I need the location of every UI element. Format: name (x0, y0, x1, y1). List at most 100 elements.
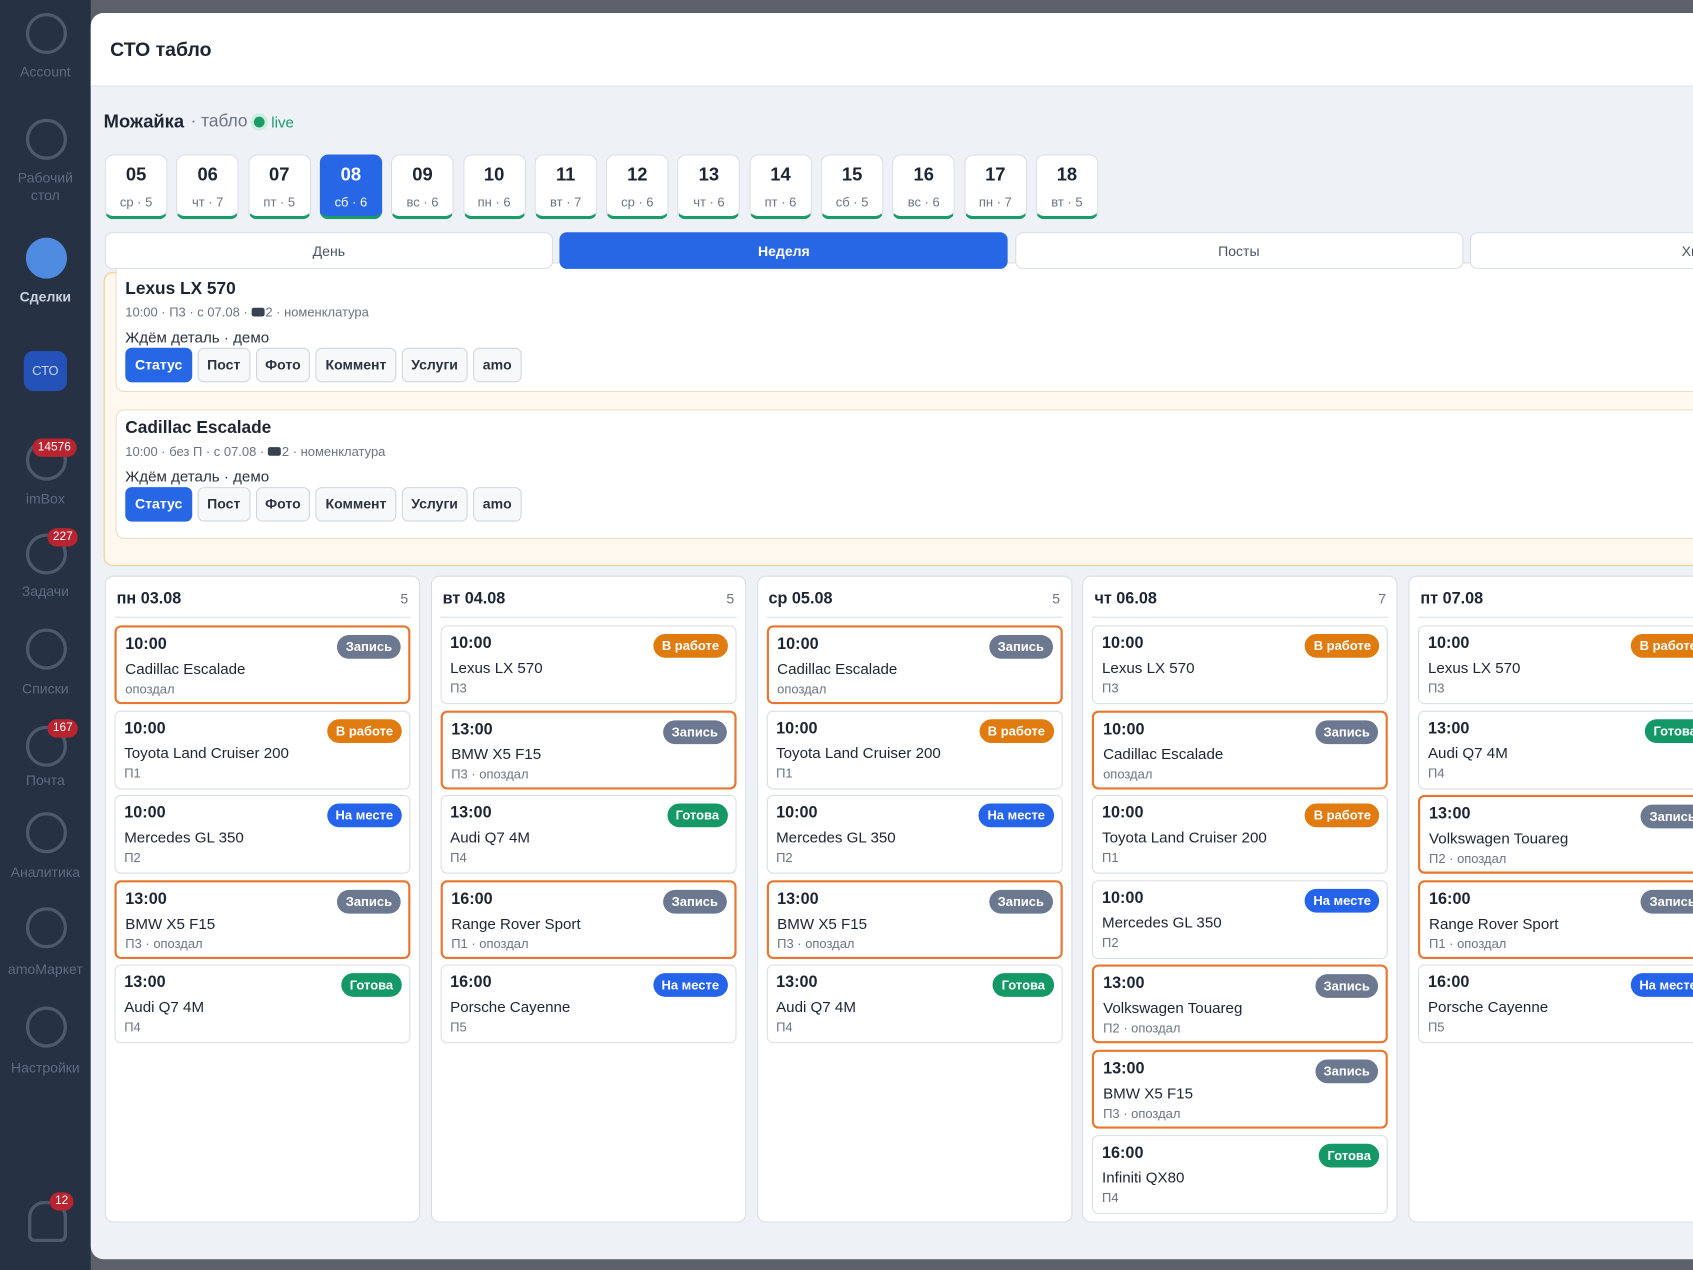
booking-meta: П3 · опоздал (451, 766, 529, 782)
booking-card[interactable]: 10:00 На месте Mercedes GL 350 П2 (766, 795, 1063, 874)
column-count: 5 (1052, 590, 1061, 607)
sidebar-label[interactable]: Почта (25, 772, 65, 789)
date-sub: сб · 6 (334, 194, 368, 210)
view-tab[interactable]: Хво (1469, 232, 1693, 269)
booking-card[interactable]: 13:00 Запись BMW X5 F15 П3 · опоздал (440, 710, 737, 790)
booking-car: BMW X5 F15 (1103, 1084, 1194, 1102)
alert-buttons: Статус Пост Фото Коммент Услуги amo (125, 487, 526, 522)
action-button[interactable]: Фото (255, 487, 311, 522)
booking-time: 10:00 (450, 633, 492, 653)
booking-car: Cadillac Escalade (1103, 744, 1224, 763)
sidebar-icon[interactable] (25, 533, 67, 575)
sidebar-icon[interactable] (25, 725, 67, 767)
booking-card[interactable]: 13:00 Запись Volkswagen Touareg П2 · опозда… (1092, 964, 1389, 1044)
booking-time: 16:00 (1429, 889, 1471, 909)
action-button[interactable]: Фото (255, 347, 311, 383)
booking-card[interactable]: 16:00 На месте Porsche Cayenne П5 (1418, 964, 1693, 1044)
booking-card[interactable]: 10:00 В работе Lexus LX 570 П3 (1418, 625, 1693, 705)
date-day: 17 (985, 164, 1006, 185)
action-button[interactable]: Коммент (315, 347, 397, 383)
date-pill[interactable]: 18 вт · 5 (1035, 154, 1099, 220)
date-pill[interactable]: 13 чт · 6 (677, 154, 741, 220)
day-column: чт 06.08 7 10:00 В работе Lexus LX 570 П3 10:0… (1082, 575, 1398, 1223)
booking-card[interactable]: 10:00 В работе Lexus LX 570 П3 (440, 625, 737, 705)
sidebar-icon[interactable] (25, 812, 67, 854)
sidebar-label[interactable]: Аналитика (10, 864, 81, 881)
booking-card[interactable]: 10:00 В работе Toyota Land Cruiser 200 П1 (766, 710, 1063, 790)
booking-card[interactable]: 13:00 Готова Audi Q7 4M П4 (114, 964, 411, 1044)
booking-card[interactable]: 13:00 Готова Audi Q7 4M П4 (766, 964, 1063, 1044)
sidebar-icon[interactable] (25, 237, 67, 279)
booking-card[interactable]: 10:00 В работе Lexus LX 570 П3 (1092, 625, 1389, 705)
sidebar-label[interactable]: Сделки (19, 288, 72, 305)
sidebar-label[interactable]: Рабочий стол (17, 169, 73, 204)
date-pill[interactable]: 05 ср · 5 (104, 154, 168, 220)
date-pill[interactable]: 09 вс · 6 (391, 154, 454, 220)
alert-buttons: Статус Пост Фото Коммент Услуги amo (125, 347, 526, 383)
action-button[interactable]: Услуги (401, 347, 468, 383)
booking-card[interactable]: 13:00 Готова Audi Q7 4M П4 (1418, 710, 1693, 790)
alert-note: Ждём деталь · демо (125, 328, 270, 346)
date-pill[interactable]: 14 пт · 6 (749, 154, 812, 220)
modal-header: СТО табло (90, 12, 1693, 87)
date-pill[interactable]: 07 пт · 5 (247, 154, 311, 220)
date-pill[interactable]: 17 пн · 7 (964, 154, 1027, 220)
booking-card[interactable]: 16:00 Запись Range Rover Sport П1 · опоздал (440, 879, 737, 959)
action-button[interactable]: Статус (125, 347, 193, 383)
booking-card[interactable]: 16:00 Готова Infiniti QX80 П4 (1092, 1134, 1389, 1214)
date-sub: ср · 6 (621, 194, 654, 210)
date-pill[interactable]: 16 вс · 6 (892, 154, 956, 220)
sidebar-label[interactable]: Account (19, 63, 71, 80)
booking-time: 13:00 (124, 973, 166, 992)
sidebar-label[interactable]: Настройки (10, 1059, 80, 1076)
booking-car: BMW X5 F15 (125, 914, 216, 932)
sidebar-label[interactable]: imBox (25, 490, 65, 507)
status-badge: На месте (652, 973, 728, 998)
booking-card[interactable]: 16:00 На месте Porsche Cayenne П5 (440, 964, 737, 1044)
booking-card[interactable]: 10:00 В работе Toyota Land Cruiser 200 П1 (114, 710, 411, 790)
sidebar-label[interactable]: Списки (22, 680, 69, 697)
action-button[interactable]: Пост (197, 347, 251, 383)
booking-card[interactable]: 13:00 Запись BMW X5 F15 П3 · опоздал (766, 879, 1063, 959)
sto-button[interactable]: СТО (23, 351, 67, 391)
sidebar-icon[interactable] (25, 628, 67, 670)
status-badge: Запись (337, 889, 401, 914)
booking-card[interactable]: 13:00 Готова Audi Q7 4M П4 (440, 795, 737, 874)
booking-card[interactable]: 10:00 На месте Mercedes GL 350 П2 (1092, 879, 1389, 959)
sidebar-icon[interactable] (25, 118, 67, 160)
booking-card[interactable]: 10:00 Запись Cadillac Escalade опоздал (114, 625, 411, 705)
view-tab[interactable]: Посты (1014, 232, 1463, 269)
action-button[interactable]: amo (473, 487, 522, 522)
action-button[interactable]: amo (473, 347, 522, 383)
sidebar-label[interactable]: amoМаркет (7, 961, 83, 978)
action-button[interactable]: Пост (197, 487, 251, 522)
view-tab[interactable]: Неделя (559, 232, 1008, 269)
booking-card[interactable]: 10:00 Запись Cadillac Escalade опоздал (1092, 710, 1389, 790)
sidebar-label[interactable]: Задачи (21, 583, 69, 600)
date-pill[interactable]: 06 чт · 7 (176, 154, 240, 220)
booking-card[interactable]: 13:00 Запись Volkswagen Touareg П2 · опозда… (1418, 795, 1693, 874)
action-button[interactable]: Услуги (401, 487, 468, 522)
status-badge: В работе (979, 718, 1054, 743)
sidebar-icon[interactable] (25, 1006, 67, 1048)
status-badge: Готова (1644, 718, 1693, 743)
sidebar-icon[interactable] (25, 907, 67, 949)
booking-meta: П3 (1102, 680, 1119, 696)
booking-card[interactable]: 10:00 В работе Toyota Land Cruiser 200 П1 (1092, 795, 1389, 874)
view-tab[interactable]: День (104, 232, 553, 269)
date-pill[interactable]: 08 сб · 6 (319, 154, 383, 220)
booking-card[interactable]: 10:00 На месте Mercedes GL 350 П2 (114, 795, 411, 874)
date-pill[interactable]: 10 пн · 6 (462, 154, 526, 220)
booking-time: 13:00 (1103, 1059, 1145, 1078)
booking-card[interactable]: 10:00 Запись Cadillac Escalade опоздал (766, 625, 1063, 705)
date-pill[interactable]: 15 сб · 5 (820, 154, 884, 220)
booking-card[interactable]: 13:00 Запись BMW X5 F15 П3 · опоздал (114, 879, 411, 959)
sidebar-icon[interactable] (25, 12, 67, 55)
booking-card[interactable]: 13:00 Запись BMW X5 F15 П3 · опоздал (1092, 1049, 1389, 1129)
booking-card[interactable]: 16:00 Запись Range Rover Sport П1 · опоздал (1418, 879, 1693, 959)
date-pill[interactable]: 12 ср · 6 (605, 154, 669, 220)
action-button[interactable]: Коммент (315, 487, 397, 522)
date-pill[interactable]: 11 вт · 7 (534, 154, 598, 220)
bell-icon[interactable] (28, 1200, 67, 1242)
action-button[interactable]: Статус (125, 487, 193, 522)
